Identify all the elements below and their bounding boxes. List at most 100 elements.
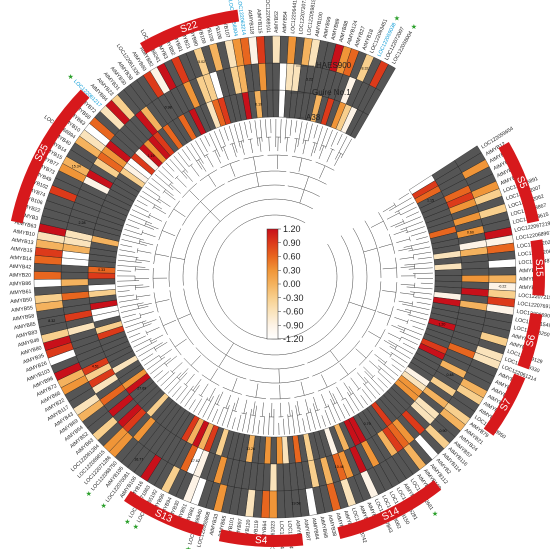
tree-arc <box>206 399 212 402</box>
tree-branch <box>228 125 238 153</box>
tree-branch <box>312 403 321 429</box>
leaf-label: AtMYB99 <box>322 16 332 39</box>
heatmap-cell <box>266 89 274 118</box>
tree-branch <box>377 359 399 377</box>
tree-branch <box>288 402 291 417</box>
tree-branch <box>140 311 154 316</box>
tree-arc <box>162 189 166 194</box>
tree-branch <box>174 338 187 348</box>
tree-branch <box>398 247 413 252</box>
tree-branch <box>398 192 410 200</box>
tree-branch <box>236 414 242 431</box>
tree-branch <box>129 214 153 225</box>
tree-branch <box>388 340 414 355</box>
tree-branch <box>298 157 303 172</box>
tree-branch <box>416 301 431 305</box>
tree-arc <box>241 235 354 356</box>
tree-branch <box>161 166 174 178</box>
leaf-label: AtMYB87 <box>302 519 311 542</box>
tree-branch <box>148 182 160 192</box>
tree-branch <box>391 358 405 368</box>
clade-label: S15 <box>533 259 545 278</box>
clade-arc <box>218 529 304 548</box>
tree-branch <box>291 409 296 434</box>
tree-arc <box>222 387 242 395</box>
tree-branch <box>318 145 325 160</box>
tree-branch <box>321 415 326 427</box>
tree-branch <box>249 139 253 154</box>
tree-branch <box>401 336 418 345</box>
leaf-label: AtMYB13 <box>11 237 34 246</box>
tree-branch <box>369 360 380 371</box>
tree-branch <box>180 385 194 404</box>
tree-branch <box>403 241 430 248</box>
heatmap-cell <box>270 436 277 465</box>
tree-branch <box>399 330 421 341</box>
tree-arc <box>183 383 188 387</box>
tree-branch <box>368 331 381 339</box>
tree-branch <box>118 298 139 303</box>
tree-branch <box>280 402 282 417</box>
heatmap-cell <box>33 271 62 280</box>
tree-arc <box>212 214 338 340</box>
tree-branch <box>173 155 189 173</box>
tree-branch <box>284 119 287 140</box>
heatmap-cell <box>87 278 116 286</box>
tree-branch <box>363 376 381 396</box>
tree-branch <box>165 162 175 172</box>
leaf-label: AtMYB83 <box>15 329 38 340</box>
tree-branch <box>135 286 150 288</box>
tree-branch <box>417 257 432 260</box>
clade-label: S6 <box>524 333 538 348</box>
tree-branch <box>382 204 396 213</box>
heatmap-cell <box>434 269 463 276</box>
tree-branch <box>280 119 282 144</box>
tree-arc <box>395 257 398 279</box>
tree-branch <box>283 418 285 435</box>
tree-arc <box>153 292 159 313</box>
tree-arc <box>221 145 226 149</box>
tree-branch <box>340 138 352 159</box>
tree-branch <box>400 284 415 286</box>
tree-branch <box>214 150 221 164</box>
tree-branch <box>208 387 216 401</box>
tree-arc <box>374 329 386 348</box>
tree-branch <box>200 201 211 212</box>
tree-branch <box>153 206 167 215</box>
star-marker-icon: ★ <box>411 23 417 31</box>
tree-branch <box>136 294 151 298</box>
tree-branch <box>398 300 413 305</box>
leaf-label: AtMYB65 <box>217 515 227 538</box>
tree-branch <box>355 348 367 359</box>
tree-branch <box>117 280 140 282</box>
color-scale-tick-label: -0.90 <box>283 320 304 330</box>
tree-branch <box>257 420 260 435</box>
leaf-label: AtMYB6 <box>519 268 538 274</box>
tree-branch <box>221 405 230 426</box>
cell-value-label: 6.19 <box>255 102 262 106</box>
tree-branch <box>239 123 245 143</box>
heatmap-cell <box>265 62 274 91</box>
tree-branch <box>233 124 241 148</box>
tree-branch <box>202 396 214 418</box>
cell-value-label: 0.48 <box>447 373 454 377</box>
tree-arc <box>139 312 142 318</box>
tree-arc <box>195 347 247 380</box>
tree-branch <box>363 366 374 377</box>
tree-branch <box>397 325 423 336</box>
cell-value-label: 8.32 <box>48 319 55 323</box>
heatmap-cell <box>60 278 89 287</box>
tree-branch <box>247 408 252 433</box>
tree-branch <box>253 156 257 171</box>
tree-branch <box>117 259 142 263</box>
leaf-label: AtMYB25 <box>294 520 302 542</box>
cell-value-label: 1.20 <box>438 322 445 326</box>
tree-arc <box>321 144 327 147</box>
leaf-label: AtMYB10 <box>12 228 35 238</box>
color-scale-tick-label: 0.30 <box>283 265 301 275</box>
tree-branch <box>400 266 415 268</box>
heatmap-cell <box>461 267 490 276</box>
tree-branch <box>117 284 144 287</box>
tree-branch <box>177 313 191 320</box>
